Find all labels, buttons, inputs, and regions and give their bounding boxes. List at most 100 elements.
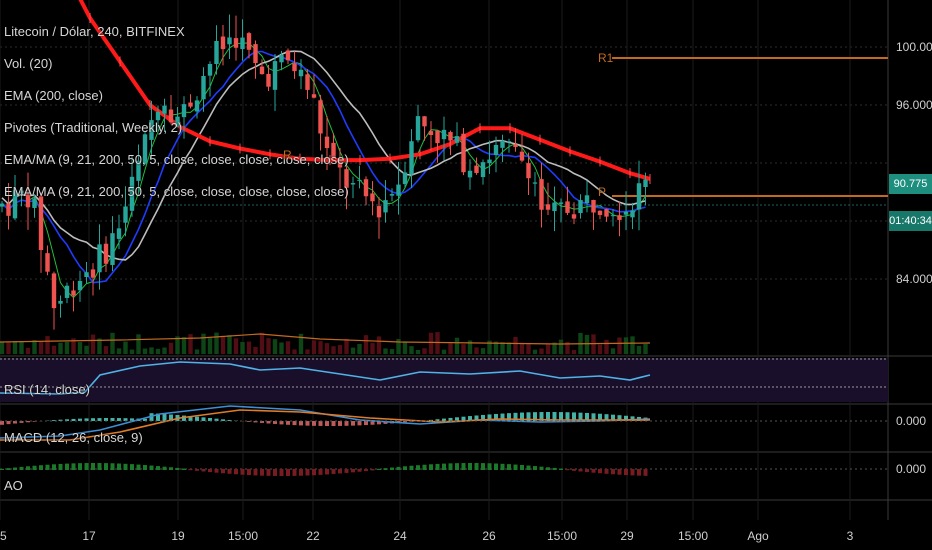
chart-title: Litecoin / Dólar, 240, BITFINEX	[4, 24, 185, 39]
candle	[175, 116, 180, 127]
macd-legend[interactable]: MACD (12, 26, close, 9)	[4, 430, 143, 445]
volume-bar	[266, 338, 271, 354]
macd-histogram-bar	[435, 419, 440, 421]
candle	[454, 136, 460, 143]
ema-ma-legend-2[interactable]: EMA/MA (9, 21, 200, 50, 5, close, close,…	[4, 184, 349, 199]
ao-bar	[416, 465, 420, 470]
ema-ma-legend-1[interactable]: EMA/MA (9, 21, 200, 50, 5, close, close,…	[4, 152, 349, 167]
volume-bar	[376, 336, 382, 354]
candle	[376, 206, 382, 218]
volume-bar	[168, 342, 174, 354]
macd-histogram-bar	[559, 412, 563, 421]
ao-bar	[539, 466, 544, 470]
candle	[116, 228, 122, 239]
volume-bar	[285, 341, 291, 354]
volume-bar	[227, 335, 232, 354]
ao-legend[interactable]: AO	[4, 478, 23, 493]
macd-histogram-bar	[123, 418, 128, 421]
volume-bar	[129, 349, 135, 354]
price-tick-label: 96.000	[896, 98, 932, 112]
macd-histogram-bar	[214, 418, 219, 421]
ao-bar	[52, 464, 56, 470]
volume-bar	[233, 338, 239, 354]
candle	[71, 290, 76, 296]
candle	[279, 55, 284, 63]
macd-histogram-bar	[507, 413, 511, 421]
macd-histogram-bar	[91, 418, 95, 421]
ao-bar	[390, 467, 394, 470]
ao-bar	[403, 466, 407, 470]
candle	[344, 169, 349, 188]
ao-bar	[526, 465, 531, 470]
volume-bar	[513, 336, 518, 354]
volume-bar	[214, 332, 219, 354]
macd-histogram-bar	[585, 412, 589, 421]
candle	[259, 66, 265, 75]
macd-histogram-bar	[201, 417, 206, 421]
candle	[58, 300, 63, 304]
volume-bar	[116, 348, 122, 354]
macd-histogram-bar	[611, 414, 615, 421]
candle	[552, 202, 557, 212]
candle	[604, 209, 609, 217]
ao-bar	[39, 465, 43, 470]
volume-bar	[103, 346, 109, 354]
candle	[519, 151, 525, 161]
volume-bar	[181, 337, 187, 354]
volume-bar	[149, 347, 154, 354]
volume-bar	[207, 338, 213, 354]
volume-bar	[506, 342, 512, 354]
macd-histogram-bar	[84, 418, 89, 421]
ao-bar	[364, 469, 368, 472]
macd-histogram-bar	[13, 421, 17, 424]
volume-bar	[545, 344, 551, 354]
ao-bar	[182, 468, 186, 470]
candle	[331, 142, 336, 158]
candle	[38, 196, 44, 251]
candle	[610, 215, 616, 217]
macd-histogram-bar	[364, 421, 368, 426]
ema-legend[interactable]: EMA (200, close)	[4, 88, 103, 103]
macd-histogram-bar	[338, 421, 342, 426]
rsi-legend[interactable]: RSI (14, close)	[4, 382, 90, 397]
candle	[623, 211, 629, 215]
ao-bar	[0, 468, 4, 470]
volume-legend[interactable]: Vol. (20)	[4, 56, 53, 71]
candle	[389, 194, 395, 196]
ao-bar	[572, 469, 576, 471]
candle	[168, 109, 174, 123]
volume-bar	[220, 335, 226, 354]
ma-50-line	[1, 50, 646, 261]
candle	[19, 190, 24, 194]
candle	[64, 285, 70, 298]
macd-histogram-bar	[455, 417, 459, 421]
macd-histogram-bar	[208, 418, 212, 421]
volume-bar	[246, 341, 252, 354]
ao-bar	[32, 465, 37, 470]
candle	[0, 203, 5, 207]
volume-bar	[428, 332, 434, 354]
ao-bar	[383, 468, 388, 470]
ao-bar	[461, 463, 466, 470]
ao-bar	[611, 469, 615, 475]
candle	[207, 64, 213, 76]
pivots-legend[interactable]: Pivotes (Traditional, Weekly, 2)	[4, 120, 183, 135]
ao-bar	[448, 463, 453, 470]
macd-histogram-bar	[448, 417, 453, 421]
ao-bar	[559, 468, 563, 470]
macd-histogram-bar	[273, 421, 277, 424]
macd-histogram-bar	[305, 421, 310, 426]
macd-histogram-bar	[318, 421, 323, 426]
macd-histogram-bar	[351, 421, 355, 426]
ao-bar	[6, 468, 11, 470]
time-tick-label: 17	[82, 529, 96, 543]
ao-bar	[357, 469, 362, 472]
time-axis[interactable]: 5 17 19 15:00 22 24 26 15:00 29 15:00 Ago 3	[0, 520, 932, 550]
candle	[188, 102, 193, 107]
ao-bar	[175, 467, 180, 470]
ao-bar	[429, 464, 433, 470]
candle	[110, 233, 115, 265]
volume-bar	[526, 344, 531, 354]
